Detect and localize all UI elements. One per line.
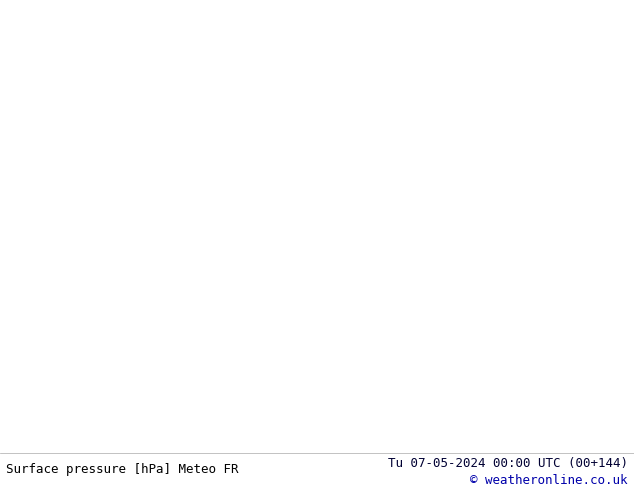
Text: Tu 07-05-2024 00:00 UTC (00+144): Tu 07-05-2024 00:00 UTC (00+144) bbox=[387, 457, 628, 470]
Text: © weatheronline.co.uk: © weatheronline.co.uk bbox=[470, 474, 628, 488]
Text: Surface pressure [hPa] Meteo FR: Surface pressure [hPa] Meteo FR bbox=[6, 463, 239, 476]
